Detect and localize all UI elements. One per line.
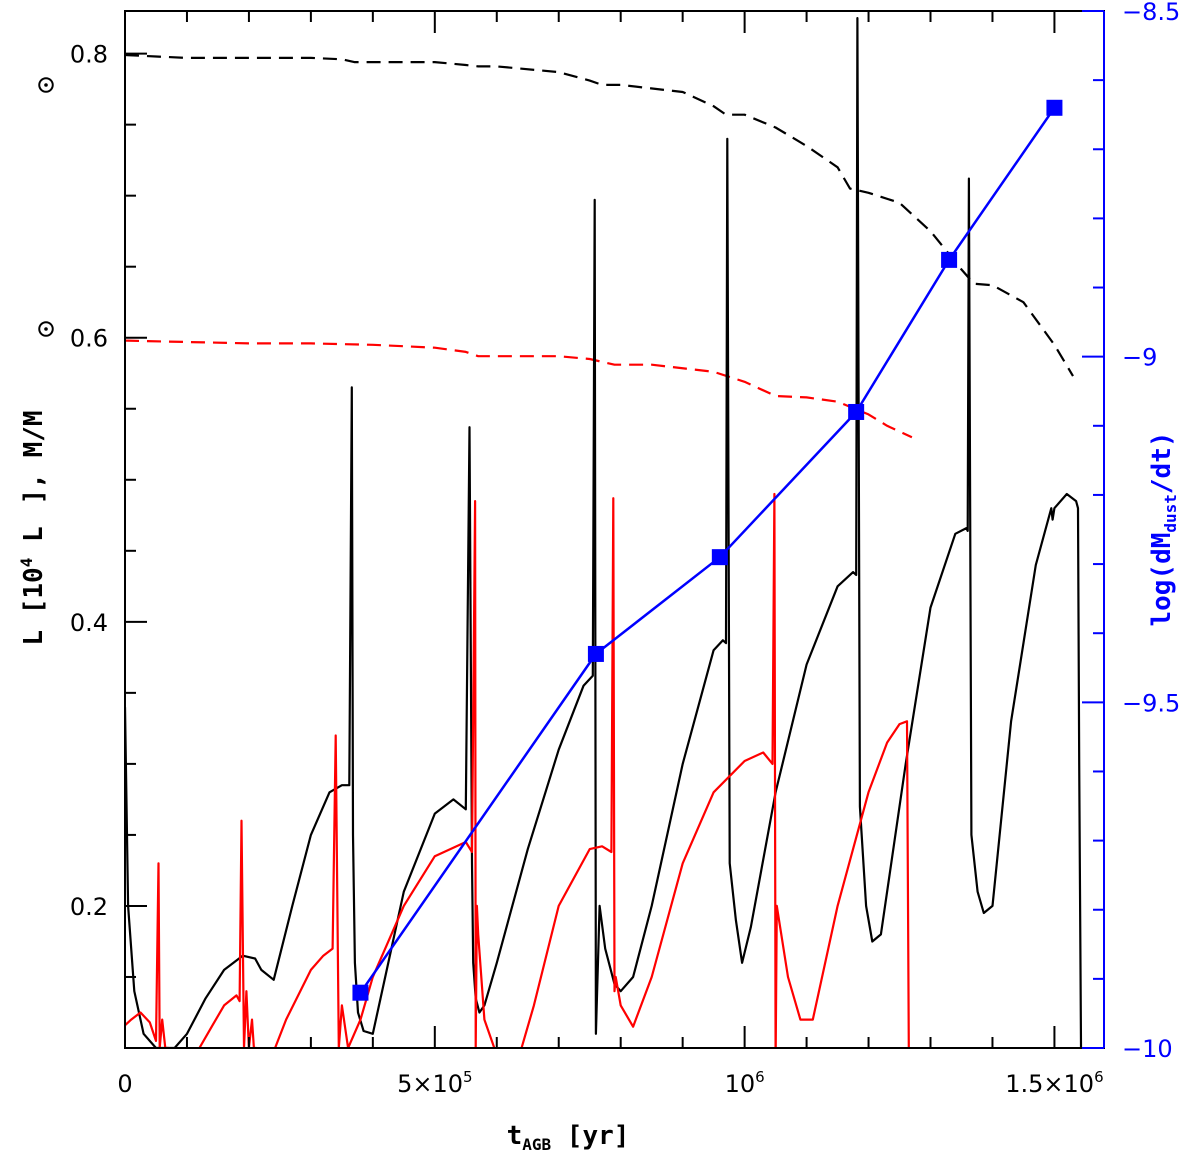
- data-point-marker: [352, 984, 369, 1001]
- data-point-marker: [587, 645, 604, 662]
- y-axis-title: L [104 L], M/M: [17, 410, 49, 645]
- x-tick-label: 0: [117, 1070, 132, 1098]
- data-point-marker: [1046, 99, 1063, 116]
- data-point-marker: [848, 403, 865, 420]
- series-line-2: [125, 17, 1083, 1048]
- x-tick-label: 5×105: [397, 1068, 472, 1098]
- series-line-4: [359, 107, 1056, 994]
- svg-text:L [104 L], M/M: L [104 L], M/M: [17, 410, 49, 645]
- series-line-0: [125, 53, 1074, 377]
- series-layer: [125, 17, 1083, 1048]
- y-tick-label: 0.2: [70, 893, 108, 921]
- x-axis-title: tAGB [yr]: [507, 1121, 630, 1151]
- sun-symbol-left: [38, 321, 54, 337]
- y-tick-label: 0.4: [70, 609, 108, 637]
- y-tick-label: 0.8: [70, 41, 108, 69]
- tick-layer: 0 5×105 106 1.5×106 0.2 0.4 0.6 0.8 −10 −9.5 −9 −8.…: [70, 0, 1180, 1098]
- sun-symbol-right: [38, 77, 54, 93]
- y2-tick-label: −8.5: [1122, 0, 1180, 26]
- svg-text:log(dMdust/dt): log(dMdust/dt): [1147, 431, 1180, 626]
- y2-tick-label: −9: [1122, 344, 1157, 372]
- series-line-1: [125, 339, 913, 439]
- y2-tick-label: −10: [1122, 1035, 1173, 1063]
- marker-layer: [352, 99, 1063, 1001]
- data-point-marker: [941, 251, 958, 268]
- y2-tick-label: −9.5: [1122, 689, 1180, 717]
- x-tick-label: 1.5×106: [1005, 1068, 1103, 1098]
- svg-text:tAGB [yr]: tAGB [yr]: [507, 1121, 630, 1151]
- x-tick-label: 106: [725, 1068, 765, 1098]
- y2-axis-title: log(dMdust/dt): [1147, 431, 1180, 626]
- data-point-marker: [711, 549, 728, 566]
- y-tick-label: 0.6: [70, 325, 108, 353]
- series-line-3: [125, 492, 910, 1048]
